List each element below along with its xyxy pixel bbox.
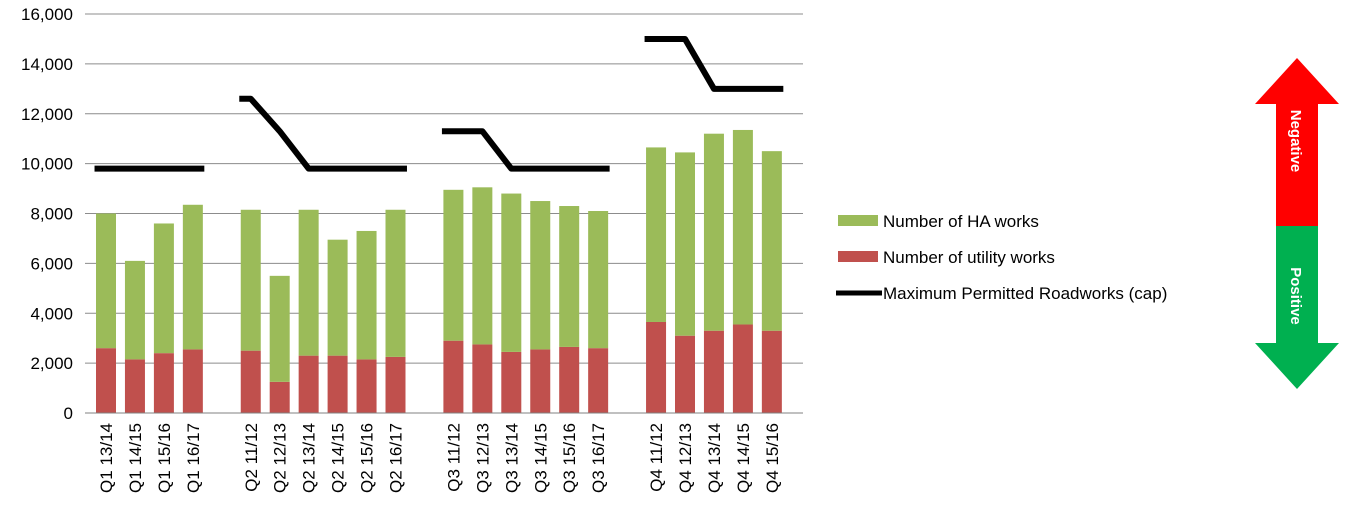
- y-tick-label: 2,000: [30, 354, 73, 373]
- y-tick-label: 0: [64, 404, 73, 423]
- cap-line: [644, 35, 784, 92]
- y-axis-ticks: 0 2,000 4,000 6,000 8,000 10,000 12,000 14,000 1…: [21, 5, 73, 423]
- negative-label: Negative: [1287, 110, 1304, 173]
- x-tick-label: Q2 13/14: [300, 423, 319, 493]
- bar-utility-works: [182, 349, 203, 413]
- bar-ha-works: [240, 209, 261, 351]
- direction-indicator: Negative Positive: [1255, 58, 1339, 389]
- x-tick-label: Q4 11/12: [647, 423, 666, 492]
- x-tick-label: Q2 14/15: [329, 423, 348, 493]
- legend-label-ha: Number of HA works: [883, 212, 1039, 231]
- negative-arrow: [1255, 58, 1339, 226]
- x-tick-label: Q2 11/12: [242, 423, 261, 492]
- bar-ha-works: [761, 151, 782, 331]
- bar-utility-works: [559, 346, 580, 413]
- bar-ha-works: [298, 209, 319, 356]
- positive-arrow: [1255, 226, 1339, 389]
- bar-utility-works: [675, 335, 695, 413]
- x-tick-label: Q1 14/15: [126, 423, 145, 493]
- bar-ha-works: [443, 189, 464, 341]
- x-tick-label: Q1 16/17: [184, 423, 203, 493]
- bar-ha-works: [327, 239, 348, 356]
- legend-swatch-ha: [838, 215, 878, 226]
- cap-line: [441, 128, 610, 172]
- bar-ha-works: [385, 209, 406, 357]
- legend-label-utility: Number of utility works: [883, 248, 1055, 267]
- bar-ha-works: [153, 223, 174, 354]
- y-tick-label: 6,000: [30, 254, 73, 273]
- legend-label-cap: Maximum Permitted Roadworks (cap): [883, 284, 1167, 303]
- bar-utility-works: [761, 330, 782, 413]
- bar-utility-works: [703, 330, 724, 413]
- x-tick-label: Q4 13/14: [705, 423, 724, 493]
- bars: [96, 129, 782, 413]
- bar-ha-works: [646, 147, 667, 322]
- bar-ha-works: [472, 187, 493, 345]
- bar-ha-works: [559, 206, 580, 347]
- bar-utility-works: [443, 340, 464, 413]
- x-tick-label: Q1 15/16: [155, 423, 174, 493]
- cap-line: [239, 95, 407, 172]
- cap-lines: [94, 35, 784, 172]
- x-tick-label: Q1 13/14: [97, 423, 116, 493]
- bar-utility-works: [501, 351, 522, 413]
- x-tick-label: Q3 12/13: [473, 423, 492, 493]
- y-tick-label: 12,000: [21, 105, 73, 124]
- x-tick-label: Q4 14/15: [734, 423, 753, 493]
- y-tick-label: 4,000: [30, 304, 73, 323]
- bar-utility-works: [732, 324, 753, 413]
- bar-utility-works: [96, 348, 116, 413]
- bar-ha-works: [530, 201, 551, 350]
- x-tick-label: Q4 12/13: [676, 423, 695, 493]
- bar-utility-works: [646, 321, 667, 413]
- bar-utility-works: [588, 348, 609, 413]
- bar-utility-works: [356, 359, 377, 413]
- bar-ha-works: [588, 211, 609, 349]
- bar-utility-works: [298, 355, 319, 413]
- bar-ha-works: [703, 133, 724, 331]
- legend-swatch-utility: [838, 251, 878, 262]
- x-tick-label: Q3 11/12: [444, 423, 463, 492]
- y-tick-label: 14,000: [21, 55, 73, 74]
- y-tick-label: 8,000: [30, 205, 73, 224]
- bar-ha-works: [269, 275, 290, 382]
- bar-utility-works: [269, 381, 290, 413]
- bar-utility-works: [472, 344, 493, 413]
- x-tick-label: Q2 16/17: [387, 423, 406, 493]
- bar-ha-works: [182, 204, 203, 350]
- bar-ha-works: [96, 213, 116, 349]
- bar-ha-works: [124, 260, 145, 360]
- bar-utility-works: [327, 355, 348, 413]
- x-tick-label: Q2 15/16: [358, 423, 377, 493]
- x-tick-label: Q3 15/16: [560, 423, 579, 493]
- bar-utility-works: [530, 349, 551, 413]
- y-tick-label: 10,000: [21, 155, 73, 174]
- bar-utility-works: [385, 356, 406, 413]
- positive-label: Positive: [1287, 267, 1304, 325]
- y-tick-label: 16,000: [21, 5, 73, 24]
- x-tick-label: Q3 14/15: [531, 423, 550, 493]
- bar-ha-works: [356, 230, 377, 360]
- x-tick-label: Q3 16/17: [589, 423, 608, 493]
- x-tick-label: Q3 13/14: [502, 423, 521, 493]
- bar-ha-works: [675, 152, 695, 336]
- x-axis-ticks: Q1 13/14 Q1 14/15 Q1 15/16 Q1 16/17 Q2 11/12…: [97, 423, 782, 493]
- x-tick-label: Q2 12/13: [271, 423, 290, 493]
- bar-utility-works: [124, 359, 145, 413]
- bar-utility-works: [240, 350, 261, 413]
- legend: Number of HA works Number of utility wor…: [836, 212, 1167, 303]
- bar-ha-works: [732, 129, 753, 325]
- bar-ha-works: [501, 193, 522, 352]
- bar-utility-works: [153, 353, 174, 413]
- x-tick-label: Q4 15/16: [763, 423, 782, 493]
